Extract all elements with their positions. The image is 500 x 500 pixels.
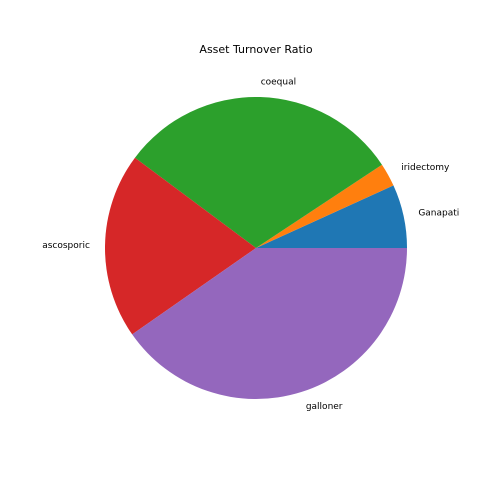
pie-label-galloner: galloner [306, 402, 343, 412]
pie-slice-ascosporic [104, 157, 256, 335]
pie-label-coequal: coequal [261, 77, 296, 87]
pie-labels: Ganapati iridectomy coequal ascosporic gallo… [42, 77, 459, 411]
pie-slice-coequal [134, 97, 382, 248]
pie-label-ascosporic: ascosporic [42, 241, 90, 251]
pie-slice-ganapati [256, 185, 407, 248]
chart-title: Asset Turnover Ratio [199, 43, 312, 56]
pie-slices [104, 97, 407, 399]
pie-slice-iridectomy [256, 164, 394, 248]
pie-label-iridectomy: iridectomy [401, 163, 450, 173]
pie-slice-galloner [132, 248, 407, 399]
pie-label-ganapati: Ganapati [418, 208, 459, 218]
